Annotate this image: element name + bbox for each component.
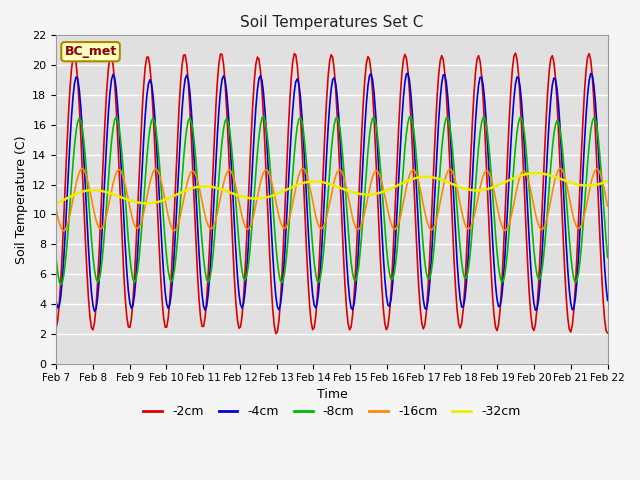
-4cm bbox=[91, 309, 99, 314]
-4cm bbox=[237, 302, 244, 308]
-16cm bbox=[576, 225, 584, 230]
-2cm bbox=[52, 325, 60, 331]
Line: -8cm: -8cm bbox=[56, 116, 607, 285]
X-axis label: Time: Time bbox=[317, 388, 348, 401]
-32cm bbox=[217, 186, 225, 192]
Line: -16cm: -16cm bbox=[56, 168, 607, 231]
-32cm bbox=[52, 201, 60, 206]
-16cm bbox=[295, 172, 303, 178]
-8cm bbox=[296, 115, 304, 120]
-32cm bbox=[532, 170, 540, 176]
-16cm bbox=[246, 225, 253, 230]
-16cm bbox=[218, 187, 226, 193]
-4cm bbox=[52, 299, 60, 304]
-16cm bbox=[604, 204, 611, 209]
-16cm bbox=[122, 182, 129, 188]
-2cm bbox=[120, 270, 127, 276]
-8cm bbox=[246, 250, 253, 256]
-2cm bbox=[511, 50, 519, 56]
-16cm bbox=[237, 206, 244, 212]
-8cm bbox=[57, 282, 65, 288]
-2cm bbox=[272, 331, 280, 336]
-2cm bbox=[217, 51, 225, 57]
-16cm bbox=[556, 166, 564, 171]
-2cm bbox=[295, 83, 303, 88]
Line: -4cm: -4cm bbox=[56, 73, 607, 312]
-4cm bbox=[218, 77, 226, 83]
-8cm bbox=[604, 255, 611, 261]
Y-axis label: Soil Temperature (C): Soil Temperature (C) bbox=[15, 135, 28, 264]
Title: Soil Temperatures Set C: Soil Temperatures Set C bbox=[240, 15, 424, 30]
-32cm bbox=[604, 178, 611, 184]
-16cm bbox=[60, 228, 68, 234]
Line: -2cm: -2cm bbox=[56, 53, 607, 334]
-2cm bbox=[576, 183, 584, 189]
Line: -32cm: -32cm bbox=[56, 173, 607, 204]
-32cm bbox=[575, 182, 582, 188]
-8cm bbox=[122, 195, 129, 201]
-8cm bbox=[218, 138, 226, 144]
-16cm bbox=[52, 206, 60, 212]
-4cm bbox=[295, 81, 303, 87]
-2cm bbox=[235, 325, 243, 331]
-32cm bbox=[294, 182, 301, 188]
-4cm bbox=[246, 217, 253, 223]
Text: BC_met: BC_met bbox=[65, 45, 116, 58]
-8cm bbox=[237, 256, 244, 262]
-4cm bbox=[576, 228, 584, 234]
-8cm bbox=[260, 113, 268, 119]
-2cm bbox=[244, 202, 252, 207]
-4cm bbox=[604, 298, 611, 303]
-4cm bbox=[122, 244, 129, 250]
Legend: -2cm, -4cm, -8cm, -16cm, -32cm: -2cm, -4cm, -8cm, -16cm, -32cm bbox=[138, 400, 525, 423]
-8cm bbox=[576, 258, 584, 264]
-2cm bbox=[604, 330, 611, 336]
-32cm bbox=[244, 195, 252, 201]
-8cm bbox=[52, 256, 60, 262]
-32cm bbox=[120, 195, 127, 201]
-32cm bbox=[235, 193, 243, 199]
-4cm bbox=[404, 71, 412, 76]
